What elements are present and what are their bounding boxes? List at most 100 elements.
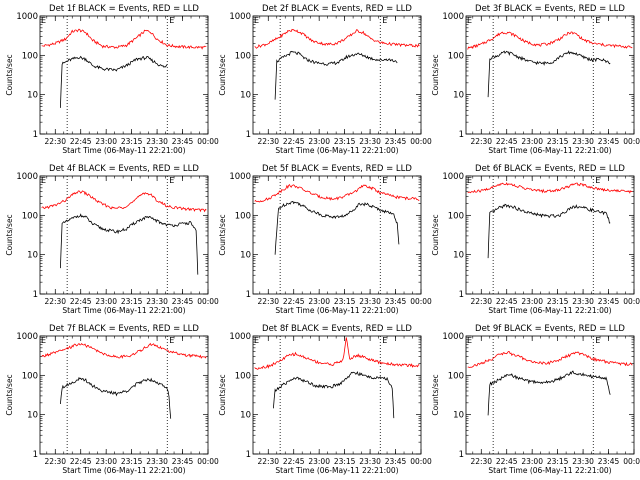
flag-marker: E [382, 16, 387, 25]
flag-marker: E [169, 336, 174, 345]
x-tick-label: 23:15 [121, 137, 143, 146]
lld-series-line [467, 31, 633, 50]
x-tick-label: 23:30 [572, 457, 594, 466]
y-tick-label: 10 [453, 91, 464, 101]
x-tick-label: 22:45 [70, 457, 92, 466]
x-tick-label: 23:15 [334, 457, 356, 466]
panel-title: Det 3f BLACK = Events, RED = LLD [475, 4, 625, 14]
x-tick-label: 23:15 [334, 297, 356, 306]
y-axis-label: Counts/sec [5, 54, 14, 95]
y-tick-label: 1 [246, 290, 251, 300]
panel-title: Det 1f BLACK = Events, RED = LLD [49, 4, 199, 14]
y-tick-label: 100 [22, 51, 38, 61]
panel-title: Det 9f BLACK = Events, RED = LLD [475, 324, 625, 334]
flag-marker: E [41, 336, 46, 345]
detector-panel: Det 1f BLACK = Events, RED = LLD 1 10 100 10… [5, 4, 219, 155]
y-tick-label: 1 [459, 130, 464, 140]
x-tick-label: 23:00 [308, 457, 330, 466]
y-tick-label: 10 [453, 411, 464, 421]
x-tick-label: 22:45 [70, 137, 92, 146]
y-tick-label: 100 [22, 211, 38, 221]
y-tick-label: 1 [246, 450, 251, 460]
y-axis-label: Counts/sec [431, 214, 440, 255]
plot-frame [465, 175, 635, 295]
x-tick-label: 22:30 [44, 297, 66, 306]
x-tick-label: 23:30 [146, 457, 168, 466]
x-tick-label: 23:30 [359, 297, 381, 306]
detector-panel: Det 5f BLACK = Events, RED = LLD 1 10 100 10… [218, 164, 432, 315]
x-tick-label: 23:30 [572, 297, 594, 306]
x-tick-label: 23:30 [359, 457, 381, 466]
x-axis-label: Start Time (06-May-11 22:21:00) [62, 146, 185, 155]
x-tick-label: 22:30 [470, 297, 492, 306]
y-tick-label: 1 [33, 450, 38, 460]
panel-title: Det 4f BLACK = Events, RED = LLD [49, 164, 199, 174]
x-tick-label: 23:15 [547, 297, 569, 306]
lld-series-line [41, 28, 207, 50]
x-tick-label: 23:30 [359, 137, 381, 146]
y-tick-label: 1000 [16, 332, 38, 342]
x-tick-label: 22:45 [283, 137, 305, 146]
y-tick-label: 100 [235, 211, 251, 221]
flag-marker: E [467, 176, 472, 185]
y-tick-label: 1000 [229, 12, 251, 22]
x-tick-label: 23:15 [121, 297, 143, 306]
y-tick-label: 1000 [442, 332, 464, 342]
x-tick-label: 00:00 [623, 457, 640, 466]
x-tick-label: 23:30 [572, 137, 594, 146]
x-tick-label: 23:15 [121, 457, 143, 466]
y-tick-label: 100 [448, 51, 464, 61]
detector-panel: Det 7f BLACK = Events, RED = LLD 1 10 100 10… [5, 324, 219, 475]
flag-marker: E [169, 176, 174, 185]
x-tick-label: 22:30 [44, 137, 66, 146]
detector-panel: Det 2f BLACK = Events, RED = LLD 1 10 100 10… [218, 4, 432, 155]
panel-title: Det 2f BLACK = Events, RED = LLD [262, 4, 412, 14]
detector-panel: Det 4f BLACK = Events, RED = LLD 1 10 100 10… [5, 164, 219, 315]
events-series-line [60, 213, 199, 275]
x-tick-label: 23:45 [598, 137, 620, 146]
flag-marker: E [595, 176, 600, 185]
events-series-line [487, 370, 611, 416]
x-tick-label: 00:00 [410, 457, 432, 466]
lld-series-line [467, 350, 633, 368]
x-tick-label: 23:00 [521, 457, 543, 466]
x-tick-label: 23:45 [172, 297, 194, 306]
x-tick-label: 23:45 [385, 137, 407, 146]
x-tick-label: 23:45 [598, 297, 620, 306]
x-tick-label: 23:00 [521, 297, 543, 306]
x-axis-label: Start Time (06-May-11 22:21:00) [62, 466, 185, 475]
y-tick-label: 10 [453, 251, 464, 261]
y-tick-label: 1000 [229, 172, 251, 182]
lld-series-line [254, 184, 420, 203]
x-tick-label: 23:00 [521, 137, 543, 146]
plot-frame [252, 15, 422, 135]
x-axis-label: Start Time (06-May-11 22:21:00) [488, 306, 611, 315]
x-tick-label: 23:30 [146, 137, 168, 146]
y-tick-label: 1 [246, 130, 251, 140]
y-tick-label: 1000 [16, 12, 38, 22]
y-tick-label: 10 [27, 91, 38, 101]
events-series-line [487, 203, 611, 259]
flag-marker: E [595, 336, 600, 345]
x-tick-label: 00:00 [623, 137, 640, 146]
flag-marker: E [169, 16, 174, 25]
x-tick-label: 22:30 [257, 297, 279, 306]
plot-frame [465, 15, 635, 135]
x-tick-label: 23:15 [547, 457, 569, 466]
panel-title: Det 7f BLACK = Events, RED = LLD [49, 324, 199, 334]
flag-marker: E [382, 336, 387, 345]
x-tick-label: 22:30 [257, 457, 279, 466]
x-axis-label: Start Time (06-May-11 22:21:00) [275, 306, 398, 315]
y-axis-label: Counts/sec [5, 214, 14, 255]
y-tick-label: 100 [448, 211, 464, 221]
lld-series-line [254, 337, 420, 370]
x-tick-label: 00:00 [197, 137, 219, 146]
x-axis-label: Start Time (06-May-11 22:21:00) [62, 306, 185, 315]
y-tick-label: 10 [240, 251, 251, 261]
flag-marker: E [382, 176, 387, 185]
plot-frame [39, 175, 209, 295]
x-tick-label: 23:45 [598, 457, 620, 466]
flag-marker: E [41, 176, 46, 185]
detector-panel: Det 9f BLACK = Events, RED = LLD 1 10 100 10… [431, 324, 640, 475]
flag-marker: E [467, 16, 472, 25]
